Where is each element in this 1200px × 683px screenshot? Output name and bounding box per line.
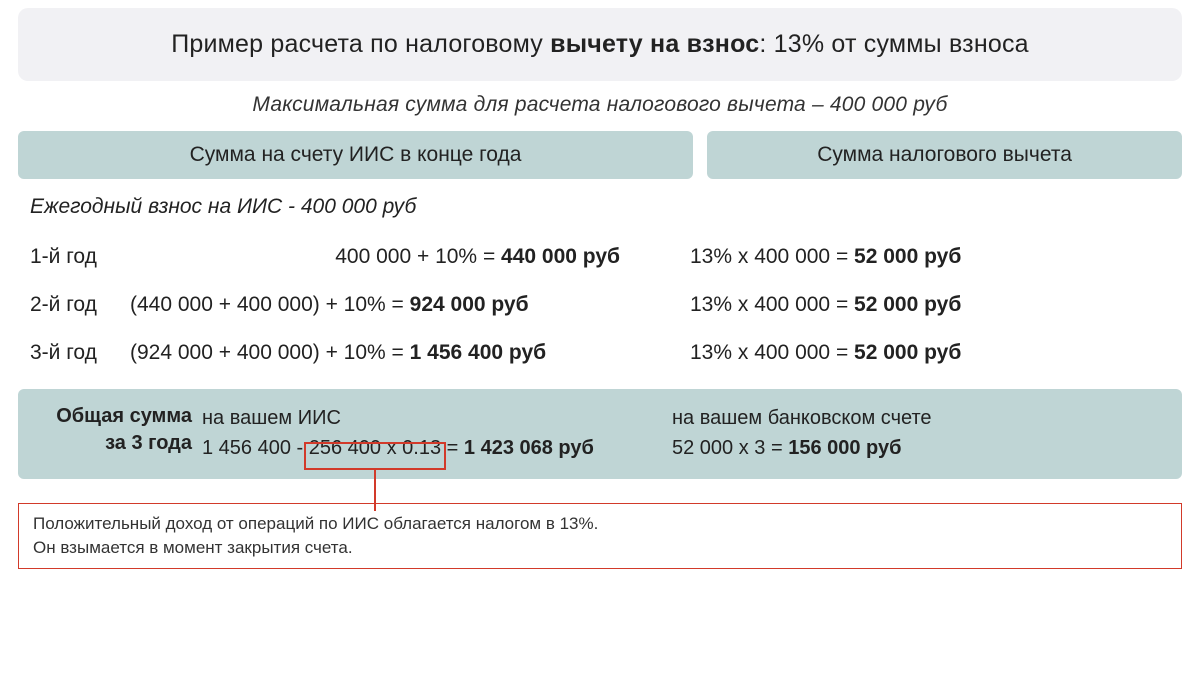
right-result: 52 000 руб	[854, 341, 961, 364]
calc-right: 13% x 400 000 = 52 000 руб	[650, 245, 1170, 269]
title-suffix: : 13% от суммы взноса	[759, 30, 1028, 58]
year-label: 2-й год	[30, 293, 130, 317]
subtitle: Максимальная сумма для расчета налоговог…	[0, 93, 1200, 117]
header-right: Сумма налогового вычета	[707, 131, 1182, 179]
iis-label: на вашем ИИС	[202, 407, 341, 429]
table-row: 2-й год (440 000 + 400 000) + 10% = 924 …	[30, 293, 1170, 317]
summary-bank: на вашем банковском счете 52 000 x 3 = 1…	[652, 403, 1168, 463]
bank-result: 156 000 руб	[788, 437, 901, 459]
iis-highlight: 256 400 x 0.13	[309, 437, 441, 459]
calc-left: (924 000 + 400 000) + 10% = 1 456 400 ру…	[130, 341, 650, 365]
calc-right: 13% x 400 000 = 52 000 руб	[650, 341, 1170, 365]
footnote-line1: Положительный доход от операций по ИИС о…	[33, 514, 598, 533]
title-prefix: Пример расчета по налоговому	[171, 30, 550, 58]
right-pre: 13% x 400 000 =	[690, 293, 854, 316]
summary-label-line2: за 3 года	[105, 432, 192, 454]
title-band: Пример расчета по налоговому вычету на в…	[18, 8, 1182, 81]
footnote-box: Положительный доход от операций по ИИС о…	[18, 503, 1182, 569]
year-label: 3-й год	[30, 341, 130, 365]
left-result: 1 456 400 руб	[410, 341, 546, 364]
left-result: 440 000 руб	[501, 245, 620, 268]
calc-left: (440 000 + 400 000) + 10% = 924 000 руб	[130, 293, 650, 317]
bank-label: на вашем банковском счете	[672, 407, 932, 429]
left-pre: 400 000 + 10% =	[335, 245, 501, 268]
summary-band: Общая сумма за 3 года на вашем ИИС 1 456…	[18, 389, 1182, 479]
annual-contribution: Ежегодный взнос на ИИС - 400 000 руб	[0, 179, 1200, 231]
year-label: 1-й год	[30, 245, 130, 269]
right-pre: 13% x 400 000 =	[690, 245, 854, 268]
table-row: 1-й год 400 000 + 10% = 440 000 руб 13% …	[30, 245, 1170, 269]
column-headers: Сумма на счету ИИС в конце года Сумма на…	[0, 131, 1200, 179]
right-result: 52 000 руб	[854, 293, 961, 316]
summary-label-line1: Общая сумма	[56, 405, 192, 427]
right-result: 52 000 руб	[854, 245, 961, 268]
header-left: Сумма на счету ИИС в конце года	[18, 131, 693, 179]
iis-result: 1 423 068 руб	[464, 437, 594, 459]
calculation-rows: 1-й год 400 000 + 10% = 440 000 руб 13% …	[0, 245, 1200, 365]
right-pre: 13% x 400 000 =	[690, 341, 854, 364]
iis-post: =	[441, 437, 464, 459]
footnote-line2: Он взымается в момент закрытия счета.	[33, 538, 353, 557]
left-pre: (924 000 + 400 000) + 10% =	[130, 341, 410, 364]
calc-left: 400 000 + 10% = 440 000 руб	[130, 245, 650, 269]
iis-pre: 1 456 400 -	[202, 437, 309, 459]
summary-iis: на вашем ИИС 1 456 400 - 256 400 x 0.13 …	[202, 403, 652, 463]
left-pre: (440 000 + 400 000) + 10% =	[130, 293, 410, 316]
calc-right: 13% x 400 000 = 52 000 руб	[650, 293, 1170, 317]
left-result: 924 000 руб	[410, 293, 529, 316]
table-row: 3-й год (924 000 + 400 000) + 10% = 1 45…	[30, 341, 1170, 365]
title-bold: вычету на взнос	[550, 30, 759, 58]
bank-pre: 52 000 x 3 =	[672, 437, 788, 459]
summary-label: Общая сумма за 3 года	[32, 403, 202, 463]
